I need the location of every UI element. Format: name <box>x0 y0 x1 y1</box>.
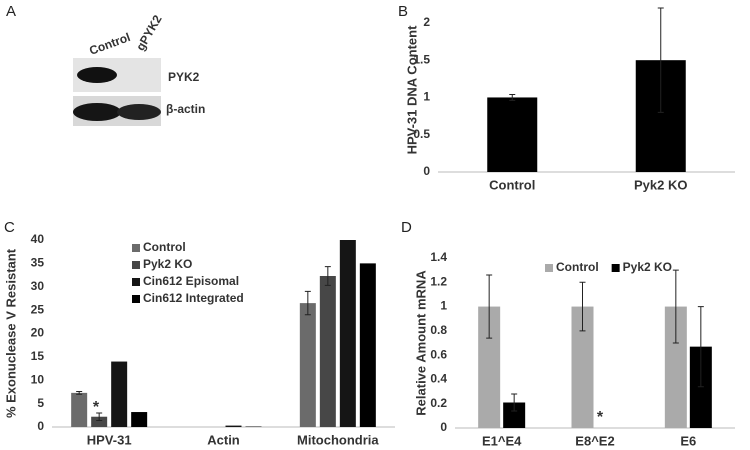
legend-label: Pyk2 KO <box>623 260 672 274</box>
legend-swatch <box>545 264 553 272</box>
y-tick-label: 40 <box>31 232 45 246</box>
y-tick-label: 35 <box>31 256 45 270</box>
y-tick-label: 5 <box>37 396 44 410</box>
blot-band <box>77 67 117 83</box>
y-tick-label: 20 <box>31 326 45 340</box>
bar <box>478 306 501 428</box>
x-tick-label: Pyk2 KO <box>634 177 687 192</box>
error-bar <box>579 281 586 332</box>
bar <box>689 346 712 428</box>
panel-label: C <box>4 219 15 236</box>
error-bar <box>76 390 83 395</box>
error-bar <box>304 290 311 316</box>
x-tick-label: E8^E2 <box>575 433 614 448</box>
bar <box>571 306 594 428</box>
y-tick-label: 25 <box>31 302 45 316</box>
error-bar <box>697 306 704 388</box>
error-bar <box>509 93 516 101</box>
error-bar <box>324 266 331 286</box>
annotation: * <box>597 409 604 426</box>
x-tick-label: Mitochondria <box>297 432 379 447</box>
legend-label: Pyk2 KO <box>143 257 192 271</box>
legend-swatch <box>132 278 140 286</box>
x-tick-label: E1^E4 <box>482 433 522 448</box>
y-tick-label: 0.4 <box>430 372 447 386</box>
annotation: * <box>93 399 100 416</box>
y-axis-label: % Exonuclease V Resistant <box>3 248 18 418</box>
bar <box>339 240 356 427</box>
legend-swatch <box>132 244 140 252</box>
panel-label: A <box>6 3 16 20</box>
y-tick-label: 1 <box>423 90 430 104</box>
y-tick-label: 1.4 <box>430 250 447 264</box>
blot-band <box>73 103 121 121</box>
panel-label: D <box>401 219 412 236</box>
y-axis-label: Relative Amount mRNA <box>413 270 428 416</box>
bar <box>131 412 148 427</box>
legend-label: Cin612 Integrated <box>143 291 244 305</box>
x-tick-label: E6 <box>680 433 696 448</box>
error-bar <box>511 393 518 412</box>
bar <box>299 303 316 427</box>
y-tick-label: 1.2 <box>430 274 447 288</box>
y-tick-label: 0 <box>440 420 447 434</box>
x-tick-label: HPV-31 <box>87 432 132 447</box>
bar <box>359 263 376 427</box>
y-tick-label: 0.8 <box>430 323 447 337</box>
bar <box>111 361 128 427</box>
y-tick-label: 0 <box>423 164 430 178</box>
y-tick-label: 10 <box>31 372 45 386</box>
legend-label: Control <box>556 260 599 274</box>
legend-swatch <box>611 264 620 272</box>
bar <box>71 392 88 427</box>
lane-label: Control <box>87 30 132 58</box>
x-tick-label: Control <box>489 177 535 192</box>
y-tick-label: 15 <box>31 349 45 363</box>
error-bar <box>96 412 103 421</box>
x-tick-label: Actin <box>207 432 240 447</box>
y-tick-label: 0.6 <box>430 347 447 361</box>
bar <box>503 402 526 428</box>
bar <box>664 306 687 428</box>
legend-label: Cin612 Episomal <box>143 274 239 288</box>
band-label: PYK2 <box>168 70 200 84</box>
y-tick-label: 0.2 <box>430 396 447 410</box>
legend-swatch <box>132 261 140 269</box>
bar <box>319 275 336 427</box>
panel-label: B <box>398 3 408 20</box>
y-tick-label: 0 <box>37 419 44 433</box>
bar <box>487 97 538 172</box>
y-tick-label: 30 <box>31 279 45 293</box>
y-axis-label: HPV-31 DNA Content <box>404 25 419 154</box>
y-tick-label: 1 <box>440 299 447 313</box>
legend-label: Control <box>143 240 186 254</box>
legend-swatch <box>132 295 140 303</box>
error-bar <box>486 274 493 339</box>
bar <box>91 416 108 427</box>
y-tick-label: 2 <box>423 15 430 29</box>
error-bar <box>657 7 664 113</box>
lane-label: gPYK2 <box>133 12 165 53</box>
error-bar <box>672 269 679 344</box>
blot-band <box>117 104 161 120</box>
y-tick-label: 1.5 <box>413 52 430 66</box>
y-tick-label: 0.5 <box>413 127 430 141</box>
bar <box>225 425 242 427</box>
band-label: β-actin <box>166 102 205 116</box>
